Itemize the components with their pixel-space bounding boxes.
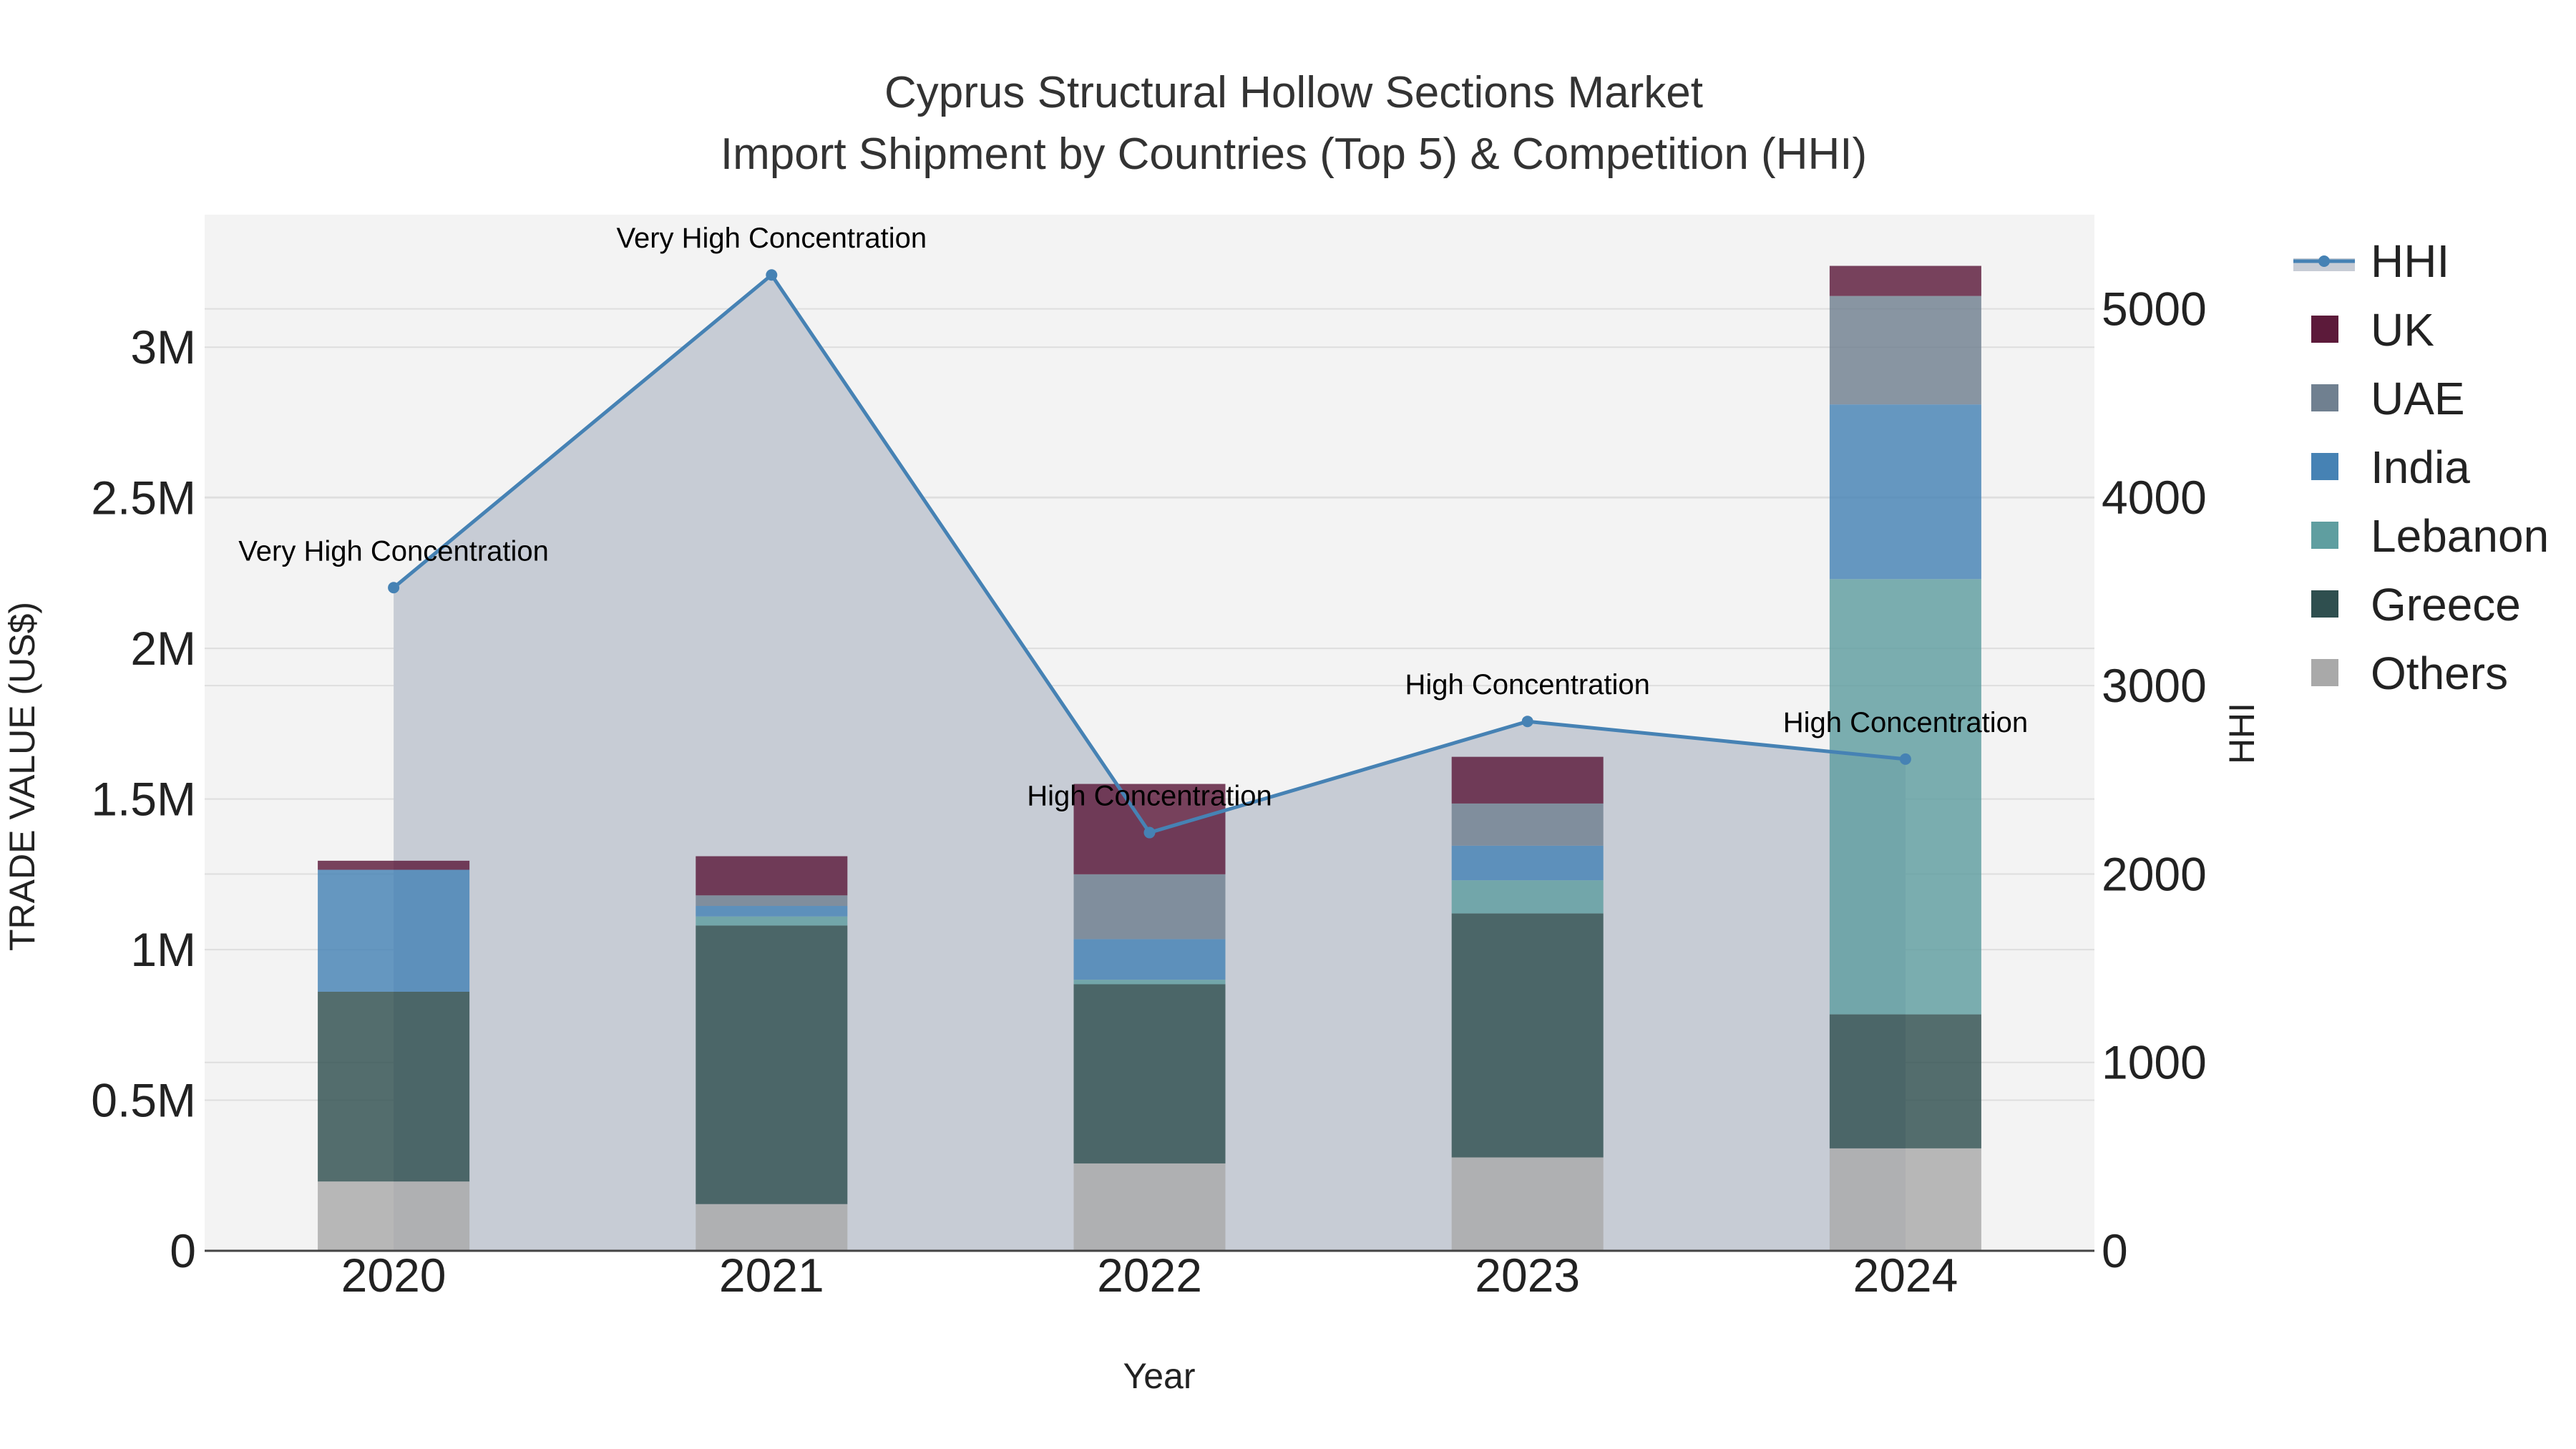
y2-tick-label: 5000: [2102, 283, 2207, 336]
y-tick-label: 0: [170, 1224, 196, 1277]
bar-uk-2021: [696, 856, 848, 896]
bar-uae-2024: [1829, 296, 1981, 405]
legend-swatch-india: [2311, 453, 2338, 480]
bar-others-2023: [1451, 1157, 1604, 1251]
legend-label-lebanon: Lebanon: [2371, 510, 2549, 562]
bar-uae-2021: [696, 895, 848, 907]
legend-swatch-uae: [2311, 384, 2338, 411]
hhi-point-2024: [1899, 753, 1911, 765]
bar-greece-2020: [318, 992, 470, 1182]
legend-label-hhi: HHI: [2371, 235, 2449, 287]
bar-uae-2022: [1073, 874, 1226, 940]
x-tick-label: 2020: [341, 1249, 447, 1302]
hhi-annotation-2024: High Concentration: [1783, 707, 2028, 738]
legend: HHI UK UAE India Lebanon Greece Others: [2293, 235, 2549, 699]
legend-swatch-hhi-marker: [2318, 255, 2330, 267]
bars-group: [318, 265, 1981, 1251]
bar-greece-2022: [1073, 984, 1226, 1163]
legend-label-india: India: [2371, 441, 2470, 493]
y2-tick-label: 1000: [2102, 1036, 2207, 1089]
y-tick-label: 3M: [130, 321, 196, 374]
hhi-point-2023: [1521, 716, 1533, 728]
legend-label-greece: Greece: [2371, 579, 2521, 630]
y-axis-title: TRADE VALUE (US$): [2, 602, 42, 951]
bar-india-2021: [696, 906, 848, 917]
x-axis-ticks: 2020 2021 2022 2023 2024: [341, 1249, 1958, 1302]
bar-uk-2023: [1451, 756, 1604, 804]
bar-greece-2024: [1829, 1014, 1981, 1148]
bar-india-2023: [1451, 845, 1604, 881]
hhi-line-group: [388, 269, 1911, 839]
bar-greece-2023: [1451, 913, 1604, 1158]
legend-swatch-lebanon: [2311, 522, 2338, 549]
legend-label-uae: UAE: [2371, 373, 2465, 424]
bar-others-2022: [1073, 1163, 1226, 1251]
y2-tick-label: 2000: [2102, 847, 2207, 900]
y-tick-label: 1.5M: [91, 773, 196, 826]
bar-lebanon-2023: [1451, 880, 1604, 914]
chart-title-line1: Cyprus Structural Hollow Sections Market: [884, 68, 1703, 117]
bar-india-2022: [1073, 939, 1226, 980]
x-tick-label: 2023: [1475, 1249, 1580, 1302]
x-tick-label: 2022: [1097, 1249, 1202, 1302]
hhi-annotation-2022: High Concentration: [1027, 781, 1272, 812]
legend-swatch-uk: [2311, 316, 2338, 343]
y2-axis-ticks: 0 1000 2000 3000 4000 5000: [2102, 283, 2207, 1277]
hhi-point-2020: [388, 582, 400, 594]
bar-others-2021: [696, 1204, 848, 1251]
y-tick-label: 1M: [130, 923, 196, 976]
y-axis-ticks: 0 0.5M 1M 1.5M 2M 2.5M 3M: [91, 321, 196, 1277]
y-tick-label: 2M: [130, 622, 196, 675]
y2-axis-title: HHI: [2222, 703, 2262, 764]
y2-tick-label: 0: [2102, 1224, 2128, 1277]
hhi-annotation-2020: Very High Concentration: [238, 535, 549, 567]
hhi-annotation-2023: High Concentration: [1405, 669, 1649, 701]
hhi-point-2021: [766, 269, 778, 281]
legend-label-uk: UK: [2371, 304, 2434, 356]
x-axis-title: Year: [1123, 1356, 1195, 1396]
y2-tick-label: 3000: [2102, 659, 2207, 712]
hhi-point-2022: [1143, 826, 1156, 839]
bar-lebanon-2022: [1073, 980, 1226, 985]
bar-uae-2023: [1451, 803, 1604, 846]
legend-swatch-others: [2311, 659, 2338, 686]
chart-title-line2: Import Shipment by Countries (Top 5) & C…: [721, 130, 1867, 179]
y2-tick-label: 4000: [2102, 471, 2207, 524]
bar-others-2024: [1829, 1148, 1981, 1251]
x-tick-label: 2021: [719, 1249, 824, 1302]
bar-others-2020: [318, 1181, 470, 1251]
y-tick-label: 0.5M: [91, 1074, 196, 1127]
bar-india-2020: [318, 869, 470, 992]
hhi-annotations: Very High Concentration Very High Concent…: [238, 223, 2028, 811]
hhi-annotation-2021: Very High Concentration: [617, 223, 927, 254]
bar-lebanon-2021: [696, 916, 848, 926]
bar-india-2024: [1829, 404, 1981, 580]
y-tick-label: 2.5M: [91, 472, 196, 525]
bar-uk-2024: [1829, 265, 1981, 296]
legend-label-others: Others: [2371, 648, 2508, 699]
bar-uk-2020: [318, 860, 470, 870]
legend-swatch-greece: [2311, 590, 2338, 618]
x-tick-label: 2024: [1853, 1249, 1958, 1302]
bar-lebanon-2024: [1829, 579, 1981, 1015]
bar-greece-2021: [696, 925, 848, 1204]
